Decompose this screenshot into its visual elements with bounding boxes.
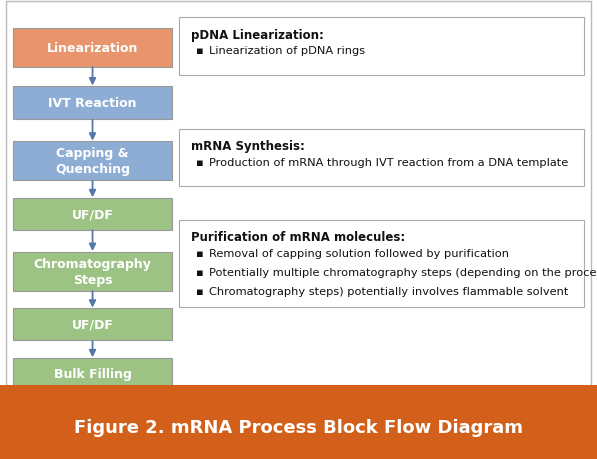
FancyBboxPatch shape bbox=[13, 28, 172, 67]
Text: ▪: ▪ bbox=[196, 248, 204, 258]
Text: pDNA Linearization:: pDNA Linearization: bbox=[191, 29, 324, 42]
FancyBboxPatch shape bbox=[0, 386, 597, 459]
Text: ▪: ▪ bbox=[196, 268, 204, 278]
Text: Figure 2. mRNA Process Block Flow Diagram: Figure 2. mRNA Process Block Flow Diagra… bbox=[74, 418, 523, 436]
Text: Linearization of pDNA rings: Linearization of pDNA rings bbox=[209, 46, 365, 56]
Text: Production of mRNA through IVT reaction from a DNA template: Production of mRNA through IVT reaction … bbox=[209, 157, 568, 168]
Text: Linearization: Linearization bbox=[47, 42, 139, 55]
Text: Capping &
Quenching: Capping & Quenching bbox=[55, 147, 130, 176]
FancyBboxPatch shape bbox=[13, 142, 172, 181]
FancyBboxPatch shape bbox=[13, 308, 172, 341]
Text: ▪: ▪ bbox=[196, 157, 204, 168]
Text: Removal of capping solution followed by purification: Removal of capping solution followed by … bbox=[209, 248, 509, 258]
Text: UF/DF: UF/DF bbox=[72, 208, 113, 221]
FancyBboxPatch shape bbox=[13, 358, 172, 390]
FancyBboxPatch shape bbox=[13, 198, 172, 230]
Text: Potentially multiple chromatography steps (depending on the process): Potentially multiple chromatography step… bbox=[209, 268, 597, 278]
Text: Purification of mRNA molecules:: Purification of mRNA molecules: bbox=[191, 231, 405, 244]
Text: UF/DF: UF/DF bbox=[72, 318, 113, 331]
Text: Bulk Filling: Bulk Filling bbox=[54, 368, 131, 381]
FancyBboxPatch shape bbox=[13, 87, 172, 120]
FancyBboxPatch shape bbox=[13, 252, 172, 291]
FancyBboxPatch shape bbox=[179, 220, 584, 308]
Text: ▪: ▪ bbox=[196, 287, 204, 297]
Text: ▪: ▪ bbox=[196, 46, 204, 56]
Text: mRNA Synthesis:: mRNA Synthesis: bbox=[191, 140, 305, 153]
FancyBboxPatch shape bbox=[6, 2, 591, 388]
Text: Chromatography
Steps: Chromatography Steps bbox=[33, 257, 152, 286]
FancyBboxPatch shape bbox=[179, 129, 584, 187]
Text: Chromatography steps) potentially involves flammable solvent: Chromatography steps) potentially involv… bbox=[209, 287, 568, 297]
FancyBboxPatch shape bbox=[179, 18, 584, 76]
Text: IVT Reaction: IVT Reaction bbox=[48, 97, 137, 110]
